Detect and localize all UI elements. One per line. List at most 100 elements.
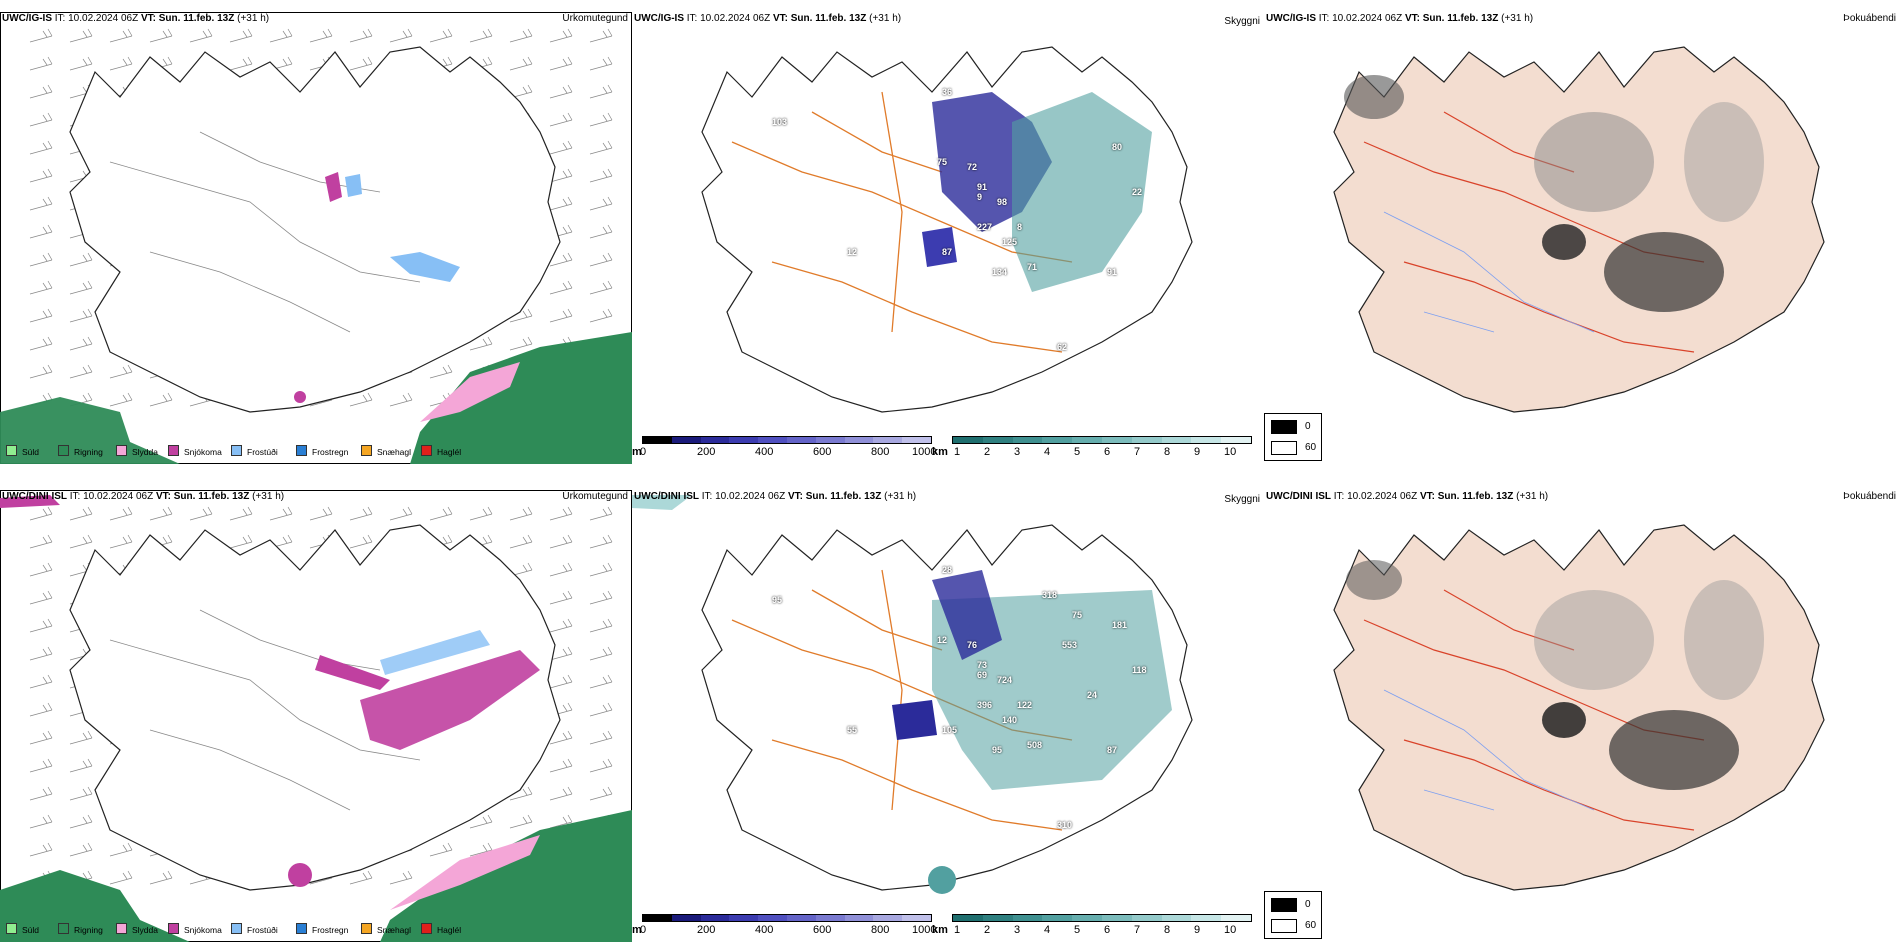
legend-item: Frostregn xyxy=(296,923,348,936)
visibility-value-label: 87 xyxy=(1107,745,1118,755)
colorbar-segment xyxy=(1131,915,1162,921)
panel-title-visibility: Skyggni xyxy=(1224,494,1260,505)
legend-item: Frostúði xyxy=(231,923,278,936)
visibility-value-label: 125 xyxy=(1002,237,1018,247)
panel-title-fog: Þokuábendi xyxy=(1843,13,1896,24)
visibility-value-label: 28 xyxy=(942,565,953,575)
fog-swatch-0 xyxy=(1271,420,1297,434)
km-unit: km xyxy=(932,924,948,936)
km-tick: 2 xyxy=(984,446,991,458)
colorbar-segment xyxy=(982,915,1013,921)
legend-swatch xyxy=(6,445,17,456)
visibility-value-label: 134 xyxy=(992,267,1008,277)
fog-map-svg xyxy=(1333,524,1825,891)
visibility-value-label: 8 xyxy=(1017,222,1023,232)
colorbar-segment xyxy=(844,437,874,443)
colorbar-segment xyxy=(1221,437,1251,443)
colorbar-segment xyxy=(815,915,845,921)
legend-item: Snæhagl xyxy=(361,923,411,936)
legend-item: Slydda xyxy=(116,445,158,458)
visibility-value-label: 118 xyxy=(1132,665,1147,675)
colorbar-segment xyxy=(815,437,845,443)
legend-swatch xyxy=(231,923,242,934)
header-row1-precip: UWC/IG-IS IT: 10.02.2024 06Z VT: Sun. 11… xyxy=(2,13,270,24)
colorbar-segment xyxy=(1101,437,1132,443)
colorbar-segment xyxy=(700,915,730,921)
visibility-value-label: 55 xyxy=(847,725,858,735)
legend-swatch xyxy=(421,923,432,934)
m-tick: 1000 xyxy=(912,924,937,936)
m-tick: 0 xyxy=(640,446,647,458)
panel-title-visibility: Skyggni xyxy=(1224,16,1260,27)
legend-swatch xyxy=(116,445,127,456)
fog-label-60: 60 xyxy=(1305,920,1317,931)
colorbar-segment xyxy=(1012,915,1043,921)
visibility-value-label: 62 xyxy=(1057,342,1068,352)
visibility-value-label: 553 xyxy=(1062,640,1078,650)
colorbar-segment xyxy=(700,437,730,443)
km-tick: 3 xyxy=(1014,446,1021,458)
m-unit: m xyxy=(632,924,642,936)
m-tick: 200 xyxy=(697,924,716,936)
m-tick: 800 xyxy=(871,924,890,936)
colorbar-segment xyxy=(953,915,983,921)
precip-legend: Súld Rigning Slydda Snjókoma Frostúði Fr… xyxy=(6,923,566,937)
km-tick: 8 xyxy=(1164,924,1171,936)
legend-item: Snjókoma xyxy=(168,923,222,936)
m-colorbar xyxy=(642,914,932,922)
m-colorbar xyxy=(642,436,932,444)
legend-item: Slydda xyxy=(116,923,158,936)
colorbar-segment xyxy=(758,915,787,921)
colorbar-segment xyxy=(671,915,701,921)
legend-swatch xyxy=(58,445,69,456)
iceland-coastline xyxy=(69,524,561,891)
visibility-value-label: 73 xyxy=(977,660,988,670)
visibility-value-label: 80 xyxy=(1112,142,1123,152)
km-tick: 9 xyxy=(1194,924,1201,936)
map-frame xyxy=(0,12,632,464)
legend-swatch xyxy=(296,923,307,934)
visibility-value-label: 508 xyxy=(1027,740,1043,750)
visibility-value-label: 91 xyxy=(977,182,988,192)
precip-type-map-row1: UWC/IG-IS IT: 10.02.2024 06Z VT: Sun. 11… xyxy=(0,12,632,464)
colorbar-segment xyxy=(729,915,759,921)
visibility-map-svg xyxy=(701,46,1193,413)
visibility-value-label: 318 xyxy=(1042,590,1058,600)
legend-item: Súld xyxy=(6,923,39,936)
m-tick: 800 xyxy=(871,446,890,458)
fog-map-row2: UWC/DINI ISL IT: 10.02.2024 06Z VT: Sun.… xyxy=(1264,490,1900,942)
fog-swatch-60 xyxy=(1271,919,1297,933)
m-tick: 1000 xyxy=(912,446,937,458)
km-tick: 5 xyxy=(1074,446,1081,458)
m-tick: 0 xyxy=(640,924,647,936)
colorbar-segment xyxy=(786,437,816,443)
visibility-value-label: 103 xyxy=(772,117,788,127)
header-row2-fog: UWC/DINI ISL IT: 10.02.2024 06Z VT: Sun.… xyxy=(1266,491,1549,502)
visibility-map-row2: UWC/DINI ISL IT: 10.02.2024 06Z VT: Sun.… xyxy=(632,490,1264,942)
legend-item: Snjókoma xyxy=(168,445,222,458)
colorbar-segment xyxy=(1161,437,1192,443)
visibility-value-label: 24 xyxy=(1087,690,1098,700)
legend-swatch xyxy=(296,445,307,456)
panel-title-precip: Úrkomutegund xyxy=(562,491,628,502)
visibility-value-label: 95 xyxy=(992,745,1003,755)
colorbar-segment xyxy=(1101,915,1132,921)
visibility-value-label: 12 xyxy=(937,635,948,645)
visibility-value-label: 724 xyxy=(997,675,1013,685)
visibility-value-label: 181 xyxy=(1112,620,1128,630)
colorbar-segment xyxy=(786,915,816,921)
colorbar-segment xyxy=(1042,437,1073,443)
legend-swatch xyxy=(6,923,17,934)
visibility-map-row1: UWC/IG-IS IT: 10.02.2024 06Z VT: Sun. 11… xyxy=(632,12,1264,464)
km-tick: 2 xyxy=(984,924,991,936)
legend-item: Frostregn xyxy=(296,445,348,458)
colorbar-segment xyxy=(1191,915,1222,921)
fog-label-60: 60 xyxy=(1305,442,1317,453)
km-tick: 1 xyxy=(954,446,961,458)
km-unit: km xyxy=(932,446,948,458)
km-tick: 1 xyxy=(954,924,961,936)
colorbar-segment xyxy=(1072,915,1102,921)
colorbar-segment xyxy=(729,437,759,443)
colorbar-segment xyxy=(1161,915,1192,921)
colorbar-segment xyxy=(873,437,903,443)
